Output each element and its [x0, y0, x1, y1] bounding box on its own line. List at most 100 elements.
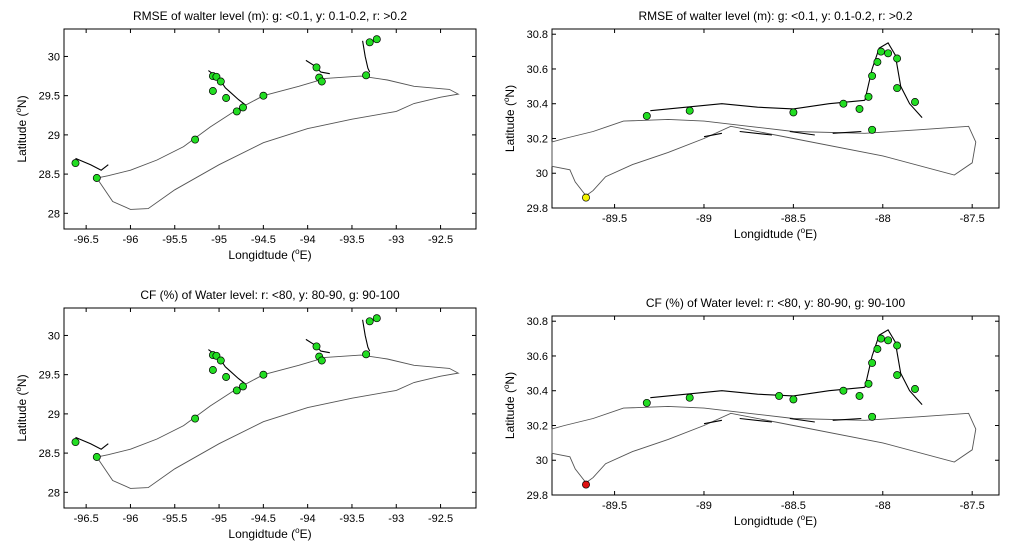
station-point	[232, 107, 241, 116]
x-tick-label: -89.5	[602, 500, 627, 512]
station-point	[259, 91, 268, 100]
x-label-prefix: Longidtude (	[734, 227, 801, 241]
x-tick-label: -89	[696, 213, 712, 225]
x-label-degree: o	[801, 226, 806, 235]
panel-texas-cf: -96.5 -96 -95.5 -95 -94.5 -94 -93.5 -93 -92.5 28 2…	[14, 288, 477, 541]
chart-title: RMSE of walter level (m): g: <0.1, y: 0.…	[133, 9, 407, 23]
x-label-prefix: Longidtude (	[228, 527, 295, 541]
station-point	[92, 174, 101, 182]
station-point	[855, 391, 864, 400]
x-label-degree: o	[801, 513, 806, 522]
station-point	[884, 49, 893, 58]
y-tick-label: 29.5	[39, 370, 60, 382]
y-label-degree: o	[14, 387, 23, 392]
y-tick-label: 30	[536, 455, 548, 467]
shoreline-segment	[650, 99, 865, 112]
y-tick-label: 30	[48, 330, 60, 342]
shoreline-segment	[832, 417, 862, 421]
station-point	[222, 94, 231, 102]
shoreline-segment	[703, 419, 723, 425]
y-tick-label: 29.8	[527, 203, 548, 215]
station-point	[868, 71, 877, 80]
station-point	[372, 314, 381, 323]
station-point	[864, 92, 873, 101]
station-point	[873, 58, 882, 66]
x-tick-label: -95	[211, 234, 227, 246]
station-point	[216, 356, 225, 365]
y-label-prefix: Latitude (	[503, 389, 517, 439]
y-tick-label: 28.5	[39, 448, 60, 460]
x-tick-label: -95.5	[162, 513, 187, 525]
x-tick-label: -87.5	[960, 213, 985, 225]
shoreline-segment	[362, 40, 371, 73]
station-point	[868, 412, 877, 421]
station-point	[71, 159, 80, 168]
y-label-degree: o	[502, 97, 511, 102]
panel-mobile-cf: -89.5 -89 -88.5 -88 -87.5 29.8 30 30.2 30.4 30.6 3…	[502, 296, 1000, 528]
x-tick-label: -96.5	[74, 234, 99, 246]
x-tick-label: -89.5	[602, 213, 627, 225]
shoreline-detail	[650, 329, 923, 425]
station-point	[775, 391, 784, 400]
y-tick-label: 30.6	[527, 64, 548, 76]
station-point	[191, 414, 200, 423]
y-tick-label: 30.2	[527, 420, 548, 432]
y-axis-label: Latitude (oN)	[502, 85, 517, 152]
x-axis-label: Longidtude (oE)	[734, 513, 817, 528]
y-axis-label: Latitude (oN)	[14, 95, 29, 162]
y-tick-label: 30	[48, 51, 60, 63]
x-tick-label: -88	[875, 500, 891, 512]
y-tick-label: 28	[48, 487, 60, 499]
station-point	[893, 54, 902, 63]
shoreline-segment	[789, 417, 815, 423]
station-point	[365, 38, 374, 47]
station-point	[685, 393, 694, 402]
shoreline-segment	[864, 329, 923, 405]
x-tick-label: -94	[300, 513, 316, 525]
plot-frame	[551, 315, 1000, 496]
shoreline-segment	[703, 132, 723, 138]
x-label-degree: o	[295, 526, 300, 535]
shoreline-segment	[739, 130, 772, 136]
station-point	[312, 342, 321, 351]
station-point	[239, 382, 247, 391]
y-tick-label: 29	[48, 130, 60, 142]
x-tick-label: -88.5	[781, 500, 806, 512]
y-tick-label: 28.5	[39, 169, 60, 181]
y-label-prefix: Latitude (	[15, 392, 29, 442]
station-point	[208, 366, 217, 374]
station-point	[868, 358, 877, 367]
y-tick-label: 29.8	[527, 490, 548, 502]
station-point	[372, 35, 381, 44]
x-label-suffix: E)	[300, 248, 312, 262]
y-tick-label: 30	[536, 168, 548, 180]
station-point	[893, 341, 902, 350]
x-tick-label: -93	[388, 234, 404, 246]
x-tick-label: -94	[300, 234, 316, 246]
station-point	[92, 453, 101, 461]
station-point	[877, 47, 885, 56]
x-label-prefix: Longidtude (	[228, 248, 295, 262]
y-label-suffix: N)	[15, 95, 29, 108]
y-tick-label: 28	[48, 208, 60, 220]
plot-frame	[63, 28, 477, 230]
station-point	[839, 99, 848, 108]
x-tick-label: -87.5	[960, 500, 985, 512]
station-point	[873, 345, 882, 353]
shoreline-segment	[832, 130, 862, 134]
station-point	[582, 193, 590, 202]
station-point	[191, 135, 200, 144]
station-point	[893, 371, 902, 380]
x-tick-label: -93	[388, 513, 404, 525]
chart-title: CF (%) of Water level: r: <80, y: 80-90,…	[646, 296, 906, 310]
x-tick-label: -95	[211, 513, 227, 525]
chart-title: RMSE of walter level (m): g: <0.1, y: 0.…	[638, 9, 912, 23]
y-tick-label: 30.8	[527, 29, 548, 41]
station-point	[222, 373, 231, 381]
shoreline-segment	[789, 130, 815, 136]
y-label-prefix: Latitude (	[503, 102, 517, 152]
shoreline-segment	[864, 42, 923, 118]
x-tick-label: -94.5	[251, 513, 276, 525]
station-point	[317, 356, 326, 365]
